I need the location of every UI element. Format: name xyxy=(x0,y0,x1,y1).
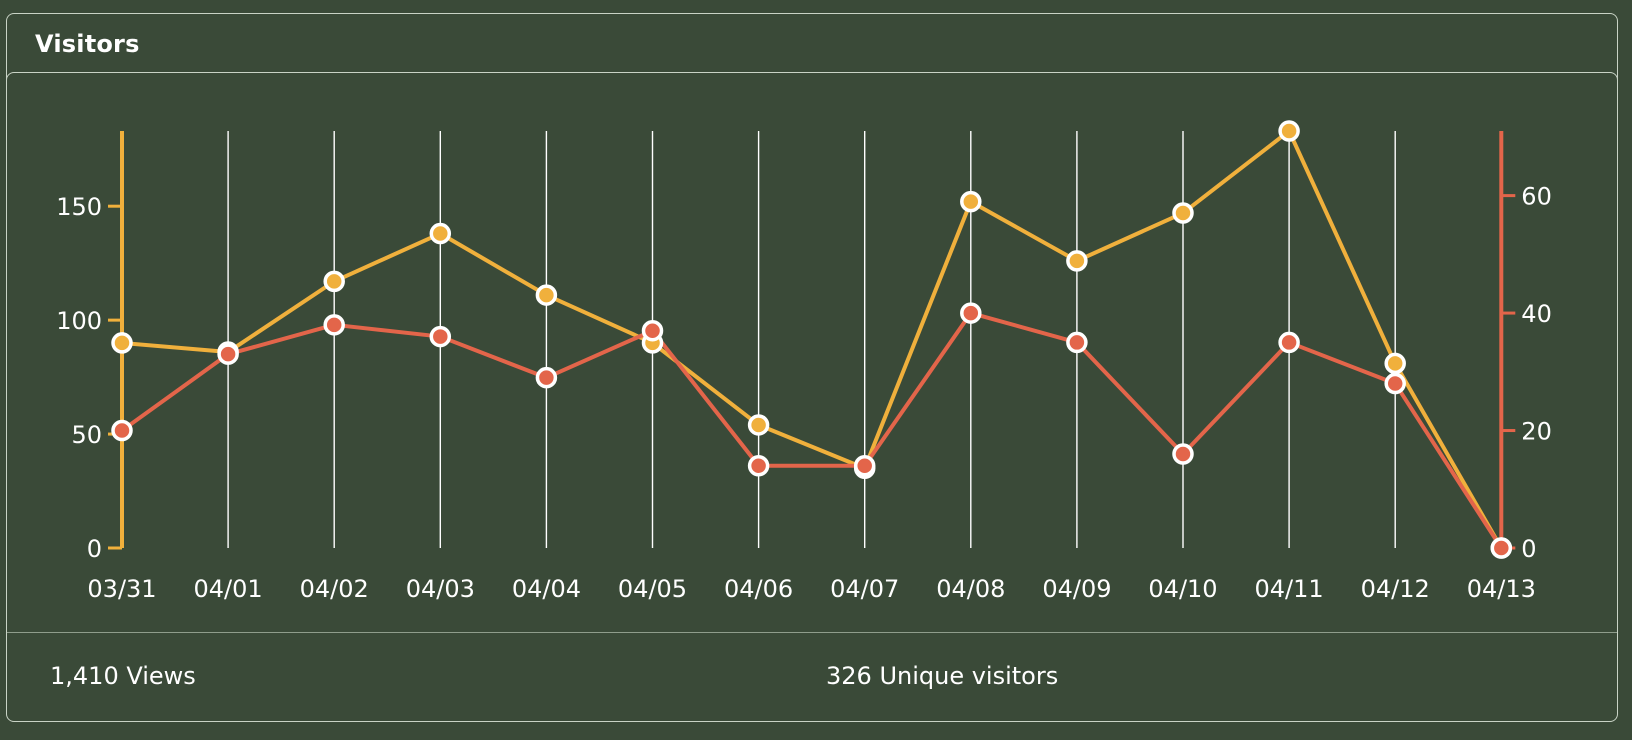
visitors-point-04-13[interactable] xyxy=(1490,537,1513,559)
x-tick-label-04-05: 04/05 xyxy=(618,575,687,603)
panel-header xyxy=(6,13,1618,83)
right-tick-label-20: 20 xyxy=(1521,418,1552,446)
x-tick-label-04-04: 04/04 xyxy=(512,575,581,603)
right-tick-label-0: 0 xyxy=(1521,535,1536,563)
views-point-04-12[interactable] xyxy=(1384,352,1406,375)
visitors-point-04-01[interactable] xyxy=(217,343,239,365)
visitors-point-04-04[interactable] xyxy=(535,366,558,389)
visitors-point-04-12[interactable] xyxy=(1384,372,1406,395)
x-tick-label-04-03: 04/03 xyxy=(406,575,475,603)
views-point-04-08[interactable] xyxy=(960,190,982,213)
chart-card xyxy=(6,72,1618,722)
x-tick-label-04-01: 04/01 xyxy=(194,575,263,603)
views-point-03-31[interactable] xyxy=(111,332,133,354)
summary-divider xyxy=(7,632,1617,633)
x-tick-label-04-07: 04/07 xyxy=(830,575,899,603)
x-tick-label-04-02: 04/02 xyxy=(300,575,369,603)
visitors-point-04-03[interactable] xyxy=(429,325,452,348)
views-point-04-10[interactable] xyxy=(1172,202,1194,224)
visitors-point-04-06[interactable] xyxy=(747,455,770,477)
views-point-04-04[interactable] xyxy=(535,284,558,306)
left-tick-label-100: 100 xyxy=(56,307,102,335)
unique-visitors-summary: 326 Unique visitors xyxy=(826,662,1059,690)
x-tick-label-03-31: 03/31 xyxy=(87,575,156,603)
x-tick-label-04-10: 04/10 xyxy=(1148,575,1217,603)
tick-labels: 0 50 100 150 0 20 40 60 03/31 04/01 04/02 04/03 04/0… xyxy=(56,183,1552,603)
series-lines xyxy=(120,129,1504,550)
visitors-point-04-10[interactable] xyxy=(1172,443,1194,465)
views-point-04-09[interactable] xyxy=(1066,250,1088,272)
visitors-point-04-02[interactable] xyxy=(323,314,345,336)
x-tick-label-04-11: 04/11 xyxy=(1255,575,1324,603)
views-point-04-11[interactable] xyxy=(1278,120,1300,142)
series-points xyxy=(111,120,1513,559)
right-tick-label-40: 40 xyxy=(1521,300,1552,328)
x-tick-label-04-12: 04/12 xyxy=(1361,575,1430,603)
right-tick-label-60: 60 xyxy=(1521,183,1552,211)
x-tick-label-04-08: 04/08 xyxy=(936,575,1005,603)
views-point-04-03[interactable] xyxy=(429,222,452,245)
visitors-point-04-07[interactable] xyxy=(853,455,876,477)
visitors-point-04-11[interactable] xyxy=(1278,331,1300,354)
views-point-04-06[interactable] xyxy=(747,414,770,436)
x-tick-label-04-06: 04/06 xyxy=(724,575,793,603)
left-tick-label-150: 150 xyxy=(56,193,102,221)
x-tick-label-04-09: 04/09 xyxy=(1042,575,1111,603)
panel-title: Visitors xyxy=(35,30,140,58)
visitors-point-04-05[interactable] xyxy=(641,319,664,342)
x-tick-label-04-13: 04/13 xyxy=(1467,575,1536,603)
visitors-point-03-31[interactable] xyxy=(111,419,133,442)
left-tick-label-50: 50 xyxy=(71,421,102,449)
visitors-point-04-09[interactable] xyxy=(1066,331,1088,354)
visitors-point-04-08[interactable] xyxy=(960,302,982,324)
visitors-line xyxy=(120,311,1503,550)
views-point-04-02[interactable] xyxy=(323,270,345,293)
gridlines xyxy=(227,131,1396,548)
axes xyxy=(108,131,1516,550)
views-line xyxy=(121,129,1504,549)
views-summary: 1,410 Views xyxy=(50,662,196,690)
left-tick-label-0: 0 xyxy=(87,535,102,563)
